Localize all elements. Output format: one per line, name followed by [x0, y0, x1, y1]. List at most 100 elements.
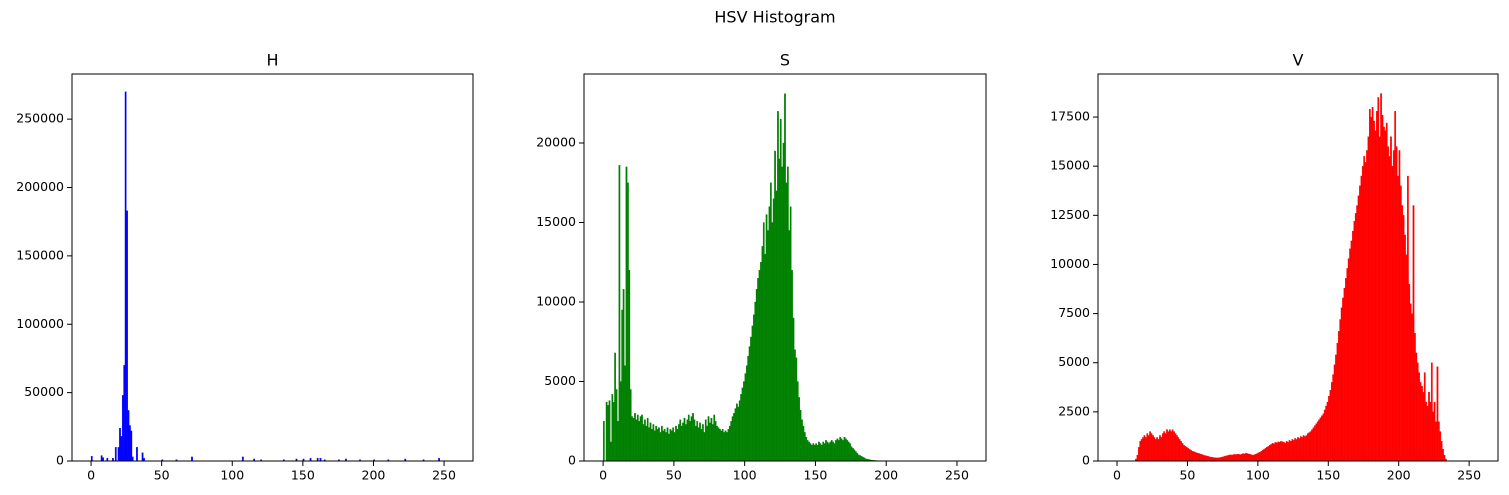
histogram-bar: [727, 429, 730, 462]
histogram-bar: [856, 452, 859, 462]
histogram-bar: [1278, 442, 1281, 462]
histogram-bar: [1368, 109, 1371, 462]
histogram-bar: [1435, 421, 1437, 462]
histogram-bar: [1304, 436, 1306, 462]
histogram-bar: [703, 432, 706, 462]
histogram-bar: [1366, 150, 1368, 462]
histogram-bar: [1364, 162, 1367, 462]
histogram-bar: [618, 165, 621, 462]
histogram-bar: [141, 452, 144, 462]
histogram-bar: [607, 405, 609, 462]
histogram-bar: [785, 182, 788, 462]
x-tick-label: 0: [1113, 468, 1121, 483]
histogram-bar: [846, 440, 849, 462]
x-tick-label: 50: [1179, 468, 1195, 483]
histogram-bar: [644, 419, 646, 462]
histogram-bar: [1167, 431, 1170, 462]
x-tick-label: 50: [666, 468, 682, 483]
histogram-bar: [1257, 452, 1260, 462]
histogram-bar: [1192, 451, 1195, 462]
histogram-bar: [615, 389, 618, 462]
histogram-bar: [711, 424, 714, 462]
histogram-bar: [1223, 456, 1226, 462]
y-tick-label: 2500: [1058, 403, 1090, 418]
axes-frame: [583, 73, 987, 462]
histogram-bar: [1249, 454, 1251, 462]
histogram-bar: [627, 182, 629, 462]
histogram-bar: [659, 432, 662, 462]
histogram-bar: [1415, 352, 1418, 462]
histogram-bar: [1311, 429, 1313, 462]
histogram-bar: [1181, 443, 1184, 462]
histogram-bar: [1176, 435, 1178, 462]
histogram-bar: [629, 389, 632, 462]
histogram-bar: [1367, 136, 1370, 462]
histogram-bar: [734, 408, 737, 462]
y-tick-label: 100000: [16, 316, 64, 331]
histogram-bar: [1440, 441, 1443, 462]
y-tick-label: 50000: [24, 384, 64, 399]
histogram-bar: [655, 425, 658, 462]
histogram-bar: [1256, 453, 1259, 462]
histogram-bar: [1349, 248, 1351, 462]
histogram-bar: [1419, 382, 1422, 462]
histogram-bar: [636, 414, 639, 462]
histogram-bar: [662, 430, 665, 462]
histogram-bar: [1335, 354, 1337, 462]
histogram-bar: [1230, 454, 1233, 462]
histogram-bar: [843, 437, 846, 462]
histogram-bar: [1204, 455, 1206, 462]
histogram-bar: [833, 443, 836, 462]
histogram-bar: [635, 419, 638, 462]
histogram-bar: [849, 443, 851, 462]
histogram-bar: [830, 440, 833, 462]
histogram-bar: [706, 425, 709, 462]
histogram-bar: [658, 427, 660, 462]
histogram-bar: [1266, 447, 1268, 462]
histogram-bar: [826, 441, 829, 462]
histogram-bar: [753, 314, 755, 462]
histogram-bar: [1273, 443, 1275, 462]
histogram-bar: [1319, 417, 1322, 462]
histogram-bar: [639, 416, 642, 462]
histogram-bar: [90, 456, 93, 462]
histogram-bar: [631, 416, 633, 462]
histogram-bar: [1347, 258, 1350, 462]
histogram-bar: [1398, 150, 1401, 462]
histogram-bar: [191, 456, 193, 462]
histogram-bar: [1343, 287, 1346, 462]
histogram-bar: [702, 424, 704, 462]
histogram-bar: [1201, 454, 1204, 462]
histogram-bar: [679, 419, 682, 462]
histogram-bar: [1253, 454, 1256, 462]
histogram-bar: [1284, 443, 1287, 462]
histogram-bar: [672, 427, 675, 462]
histogram-bar: [860, 456, 863, 462]
histogram-bar: [765, 214, 768, 462]
histogram-bar: [680, 425, 683, 462]
x-tick-label: 0: [87, 468, 95, 483]
histogram-bar: [1174, 433, 1177, 462]
histogram-bar: [1166, 429, 1168, 462]
histogram-bar: [1442, 449, 1444, 462]
axes-frame: [71, 73, 474, 462]
histogram-bar: [1143, 435, 1146, 462]
histogram-bar: [1432, 411, 1435, 462]
histogram-bar: [704, 419, 707, 462]
histogram-bar: [700, 429, 703, 462]
y-tick-label: 20000: [536, 135, 576, 150]
histogram-bar: [1171, 429, 1174, 462]
x-tick-label: 100: [1246, 468, 1270, 483]
histogram-bar: [717, 427, 720, 462]
histogram-bar: [1283, 442, 1285, 462]
histogram-bar: [1399, 185, 1402, 462]
histogram-bar: [1191, 451, 1194, 462]
histogram-bar: [1332, 374, 1335, 462]
histogram-bar: [1154, 439, 1157, 462]
histogram-bar: [697, 427, 700, 462]
histogram-bar: [813, 444, 816, 462]
histogram-bar: [1301, 437, 1304, 462]
histogram-bar: [638, 421, 641, 462]
histogram-bar: [119, 428, 121, 462]
histogram-bar: [124, 91, 127, 462]
